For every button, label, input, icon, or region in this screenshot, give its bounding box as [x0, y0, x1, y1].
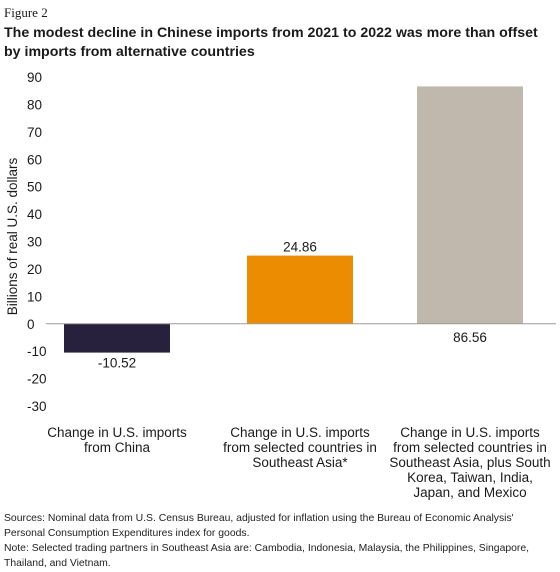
category-label-line: from China	[84, 440, 151, 455]
y-tick-label: 50	[27, 180, 42, 195]
category-label-3: Change in U.S. imports from selected coun…	[389, 425, 550, 500]
y-axis-label: Billions of real U.S. dollars	[5, 157, 20, 315]
y-tick-label: 40	[27, 207, 42, 222]
y-tick-label: -10	[27, 344, 47, 359]
category-label-line: Southeast Asia*	[252, 455, 348, 470]
y-tick-label: 20	[27, 262, 42, 277]
category-label-line: Change in U.S. imports	[47, 425, 187, 440]
bar-chart: Billions of real U.S. dollars 90 80 70 60 50 4…	[5, 70, 556, 500]
chart-notes: Sources: Nominal data from U.S. Census B…	[4, 511, 556, 571]
sources-note: Sources: Nominal data from U.S. Census B…	[4, 513, 514, 539]
category-label-line: Japan, and Mexico	[413, 485, 526, 500]
bar-1	[64, 323, 170, 353]
category-label-line: Change in U.S. imports	[400, 425, 540, 440]
category-label-line: from selected countries in	[223, 440, 377, 455]
y-tick-label: 90	[27, 70, 42, 85]
y-tick-label: 60	[27, 152, 42, 167]
y-tick-label: -20	[27, 372, 47, 387]
category-label-line: Southeast Asia, plus South	[389, 455, 550, 470]
y-tick-label: 80	[27, 97, 42, 112]
figure-label: Figure 2	[4, 5, 48, 20]
category-label-line: Korea, Taiwan, India,	[407, 470, 533, 485]
y-tick-label: 30	[27, 235, 42, 250]
y-tick-label: -30	[27, 399, 47, 414]
data-label-2: 24.86	[283, 240, 317, 255]
y-tick-label: 10	[27, 289, 42, 304]
category-label-line: from selected countries in	[393, 440, 547, 455]
bar-2	[247, 255, 353, 324]
y-tick-label: 0	[27, 317, 35, 332]
selection-note: Note: Selected trading partners in South…	[4, 543, 530, 569]
category-label-line: Change in U.S. imports	[230, 425, 370, 440]
category-label-1: Change in U.S. imports from China	[47, 425, 187, 455]
chart-title: The modest decline in Chinese imports fr…	[4, 25, 538, 60]
data-label-3: 86.56	[453, 330, 487, 345]
data-label-1: -10.52	[98, 356, 136, 371]
bar-3	[417, 86, 523, 324]
y-tick-label: 70	[27, 125, 42, 140]
category-label-2: Change in U.S. imports from selected coun…	[223, 425, 377, 470]
